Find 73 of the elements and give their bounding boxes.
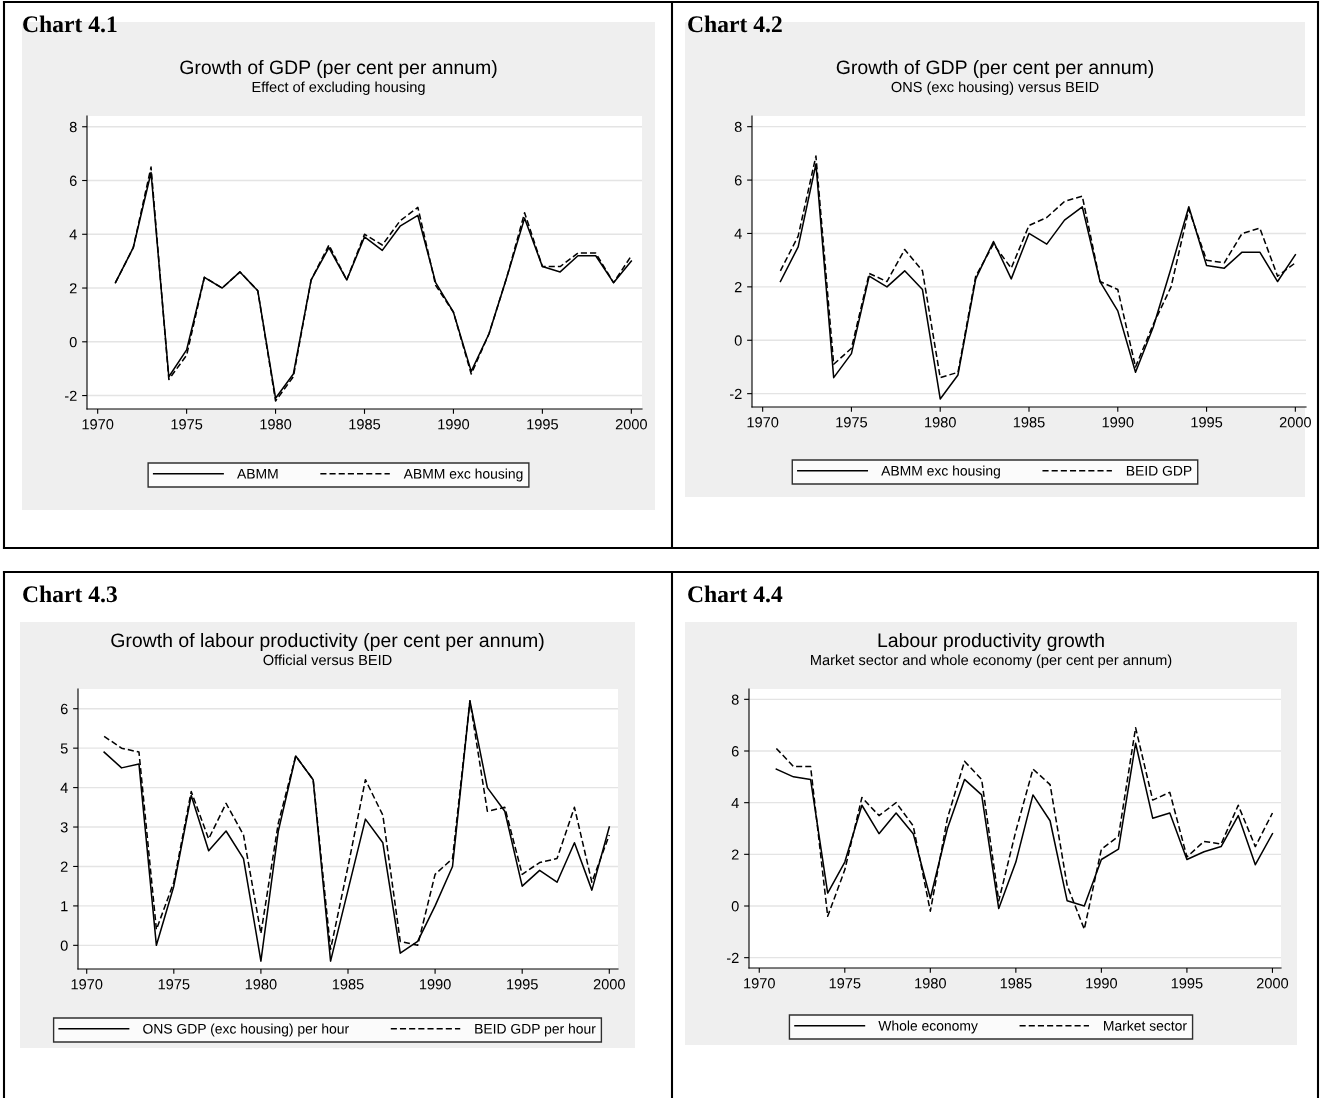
x-tick-label: 1980 bbox=[915, 978, 946, 989]
x-tick-label: 1985 bbox=[332, 979, 364, 990]
x-tick-label: 1970 bbox=[744, 978, 775, 989]
x-tick-label: 1975 bbox=[158, 979, 190, 990]
x-tick-label: 1970 bbox=[82, 419, 114, 430]
x-tick-label: 1990 bbox=[419, 979, 451, 990]
y-tick-label: 8 bbox=[734, 121, 742, 133]
x-tick-label: 1975 bbox=[836, 417, 868, 428]
x-tick-label: 2000 bbox=[1279, 417, 1311, 428]
x-tick-label: 1980 bbox=[925, 417, 956, 428]
x-tick-label: 2000 bbox=[615, 419, 647, 430]
legend-label: Whole economy bbox=[878, 1020, 978, 1034]
y-tick-label: 4 bbox=[734, 228, 742, 239]
y-tick-label: 3 bbox=[60, 822, 68, 833]
x-tick-label: 1970 bbox=[747, 417, 779, 428]
text: Market sector bbox=[1104, 1020, 1187, 1031]
y-tick-label: 0 bbox=[69, 336, 77, 348]
x-tick-label: 2000 bbox=[593, 979, 625, 990]
y-tick-label: -2 bbox=[729, 388, 742, 399]
chart-subtitle: Effect of excluding housing bbox=[252, 81, 425, 96]
x-tick-label: 1970 bbox=[71, 979, 103, 990]
y-tick-label: 0 bbox=[734, 335, 742, 346]
x-tick-label: 1995 bbox=[527, 419, 558, 430]
x-tick-label: 1985 bbox=[1013, 417, 1045, 428]
y-tick-label: 6 bbox=[60, 703, 68, 715]
x-tick-label: 1990 bbox=[438, 419, 470, 430]
y-tick-label: 0 bbox=[731, 901, 739, 912]
y-tick-label: 4 bbox=[69, 229, 77, 240]
x-tick-label: 1985 bbox=[1000, 978, 1032, 989]
chart-subtitle: Market sector and whole economy (per cent per annum) bbox=[811, 654, 1172, 669]
caption: Chart 4.4 bbox=[688, 585, 783, 603]
y-tick-label: 2 bbox=[734, 281, 742, 293]
y-tick-label: 6 bbox=[69, 175, 77, 186]
y-tick-label: 4 bbox=[60, 782, 68, 793]
y-tick-label: 8 bbox=[731, 694, 739, 705]
legend-label: ABMM exc housing bbox=[881, 465, 1000, 479]
y-tick-label: 6 bbox=[731, 746, 739, 757]
chart-title: Growth of labour productivity (per cent per annum) bbox=[111, 632, 544, 652]
x-tick-label: 1995 bbox=[507, 979, 538, 990]
y-tick-label: 2 bbox=[69, 283, 77, 294]
chart-title: Labour productivity growth bbox=[878, 632, 1104, 652]
legend-label: BEID GDP bbox=[1126, 465, 1192, 476]
chart-subtitle: ONS (exc housing) versus BEID bbox=[891, 81, 1099, 96]
text: ABMM exc housing bbox=[403, 468, 523, 482]
x-tick-label: 2000 bbox=[1256, 978, 1289, 989]
x-tick-label: 1995 bbox=[1171, 978, 1203, 989]
legend-label: ABMM bbox=[237, 469, 278, 479]
x-tick-label: 1980 bbox=[245, 979, 277, 990]
legend-label: ONS GDP (exc housing) per hour bbox=[143, 1023, 349, 1037]
caption: Chart 4.3 bbox=[23, 585, 117, 603]
x-tick-label: 1985 bbox=[349, 419, 381, 430]
x-tick-label: 1980 bbox=[260, 419, 292, 430]
chart-subtitle: Official versus BEID bbox=[263, 654, 392, 666]
chart-title: Growth of GDP (per cent per annum) bbox=[836, 59, 1154, 79]
x-tick-label: 1990 bbox=[1102, 417, 1134, 428]
y-tick-label: 8 bbox=[69, 121, 77, 133]
y-tick-label: 1 bbox=[61, 901, 68, 912]
y-tick-label: 2 bbox=[731, 849, 739, 860]
y-tick-label: 6 bbox=[734, 175, 742, 186]
y-tick-label: 4 bbox=[731, 797, 739, 808]
y-tick-label: 5 bbox=[60, 743, 68, 754]
caption: Chart 4.2 bbox=[688, 15, 782, 33]
x-tick-label: 1990 bbox=[1086, 978, 1118, 989]
x-tick-label: 1975 bbox=[171, 419, 203, 430]
y-tick-label: 2 bbox=[60, 861, 68, 872]
legend-label: BEID GDP per hour bbox=[475, 1023, 596, 1037]
y-tick-label: -2 bbox=[64, 390, 77, 401]
y-tick-label: -2 bbox=[726, 952, 739, 963]
y-tick-label: 0 bbox=[60, 940, 68, 951]
caption: Chart 4.1 bbox=[23, 15, 117, 33]
x-tick-label: 1975 bbox=[829, 978, 861, 989]
chart-title: Growth of GDP (per cent per annum) bbox=[180, 59, 497, 79]
x-tick-label: 1995 bbox=[1191, 417, 1223, 428]
